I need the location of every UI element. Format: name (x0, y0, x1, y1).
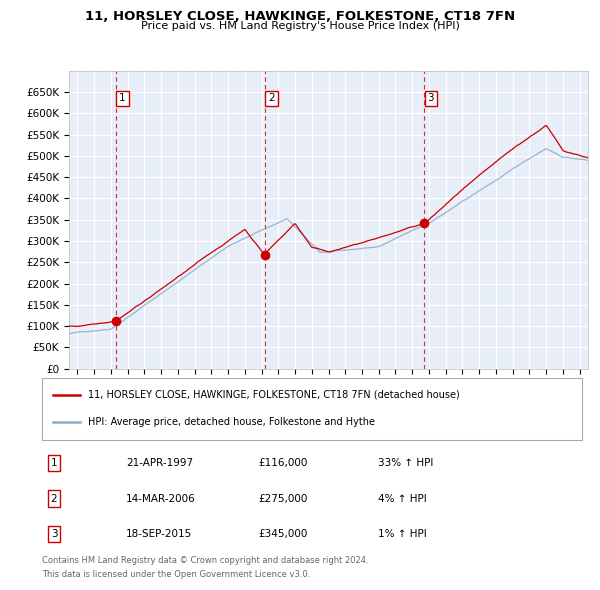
Text: This data is licensed under the Open Government Licence v3.0.: This data is licensed under the Open Gov… (42, 571, 310, 579)
Text: 11, HORSLEY CLOSE, HAWKINGE, FOLKESTONE, CT18 7FN (detached house): 11, HORSLEY CLOSE, HAWKINGE, FOLKESTONE,… (88, 390, 460, 400)
Text: £345,000: £345,000 (258, 529, 307, 539)
Text: 14-MAR-2006: 14-MAR-2006 (126, 494, 196, 503)
Text: 18-SEP-2015: 18-SEP-2015 (126, 529, 192, 539)
Text: 1: 1 (119, 93, 126, 103)
Text: 3: 3 (427, 93, 434, 103)
Text: 21-APR-1997: 21-APR-1997 (126, 458, 193, 468)
Text: 11, HORSLEY CLOSE, HAWKINGE, FOLKESTONE, CT18 7FN: 11, HORSLEY CLOSE, HAWKINGE, FOLKESTONE,… (85, 10, 515, 23)
Text: £275,000: £275,000 (258, 494, 307, 503)
Text: HPI: Average price, detached house, Folkestone and Hythe: HPI: Average price, detached house, Folk… (88, 417, 375, 427)
Text: Price paid vs. HM Land Registry's House Price Index (HPI): Price paid vs. HM Land Registry's House … (140, 21, 460, 31)
Text: 33% ↑ HPI: 33% ↑ HPI (378, 458, 433, 468)
Text: 1: 1 (50, 458, 58, 468)
Text: 1% ↑ HPI: 1% ↑ HPI (378, 529, 427, 539)
Text: Contains HM Land Registry data © Crown copyright and database right 2024.: Contains HM Land Registry data © Crown c… (42, 556, 368, 565)
Text: 2: 2 (268, 93, 275, 103)
Text: 4% ↑ HPI: 4% ↑ HPI (378, 494, 427, 503)
Text: 2: 2 (50, 494, 58, 503)
FancyBboxPatch shape (42, 378, 582, 440)
Text: £116,000: £116,000 (258, 458, 307, 468)
Text: 3: 3 (50, 529, 58, 539)
